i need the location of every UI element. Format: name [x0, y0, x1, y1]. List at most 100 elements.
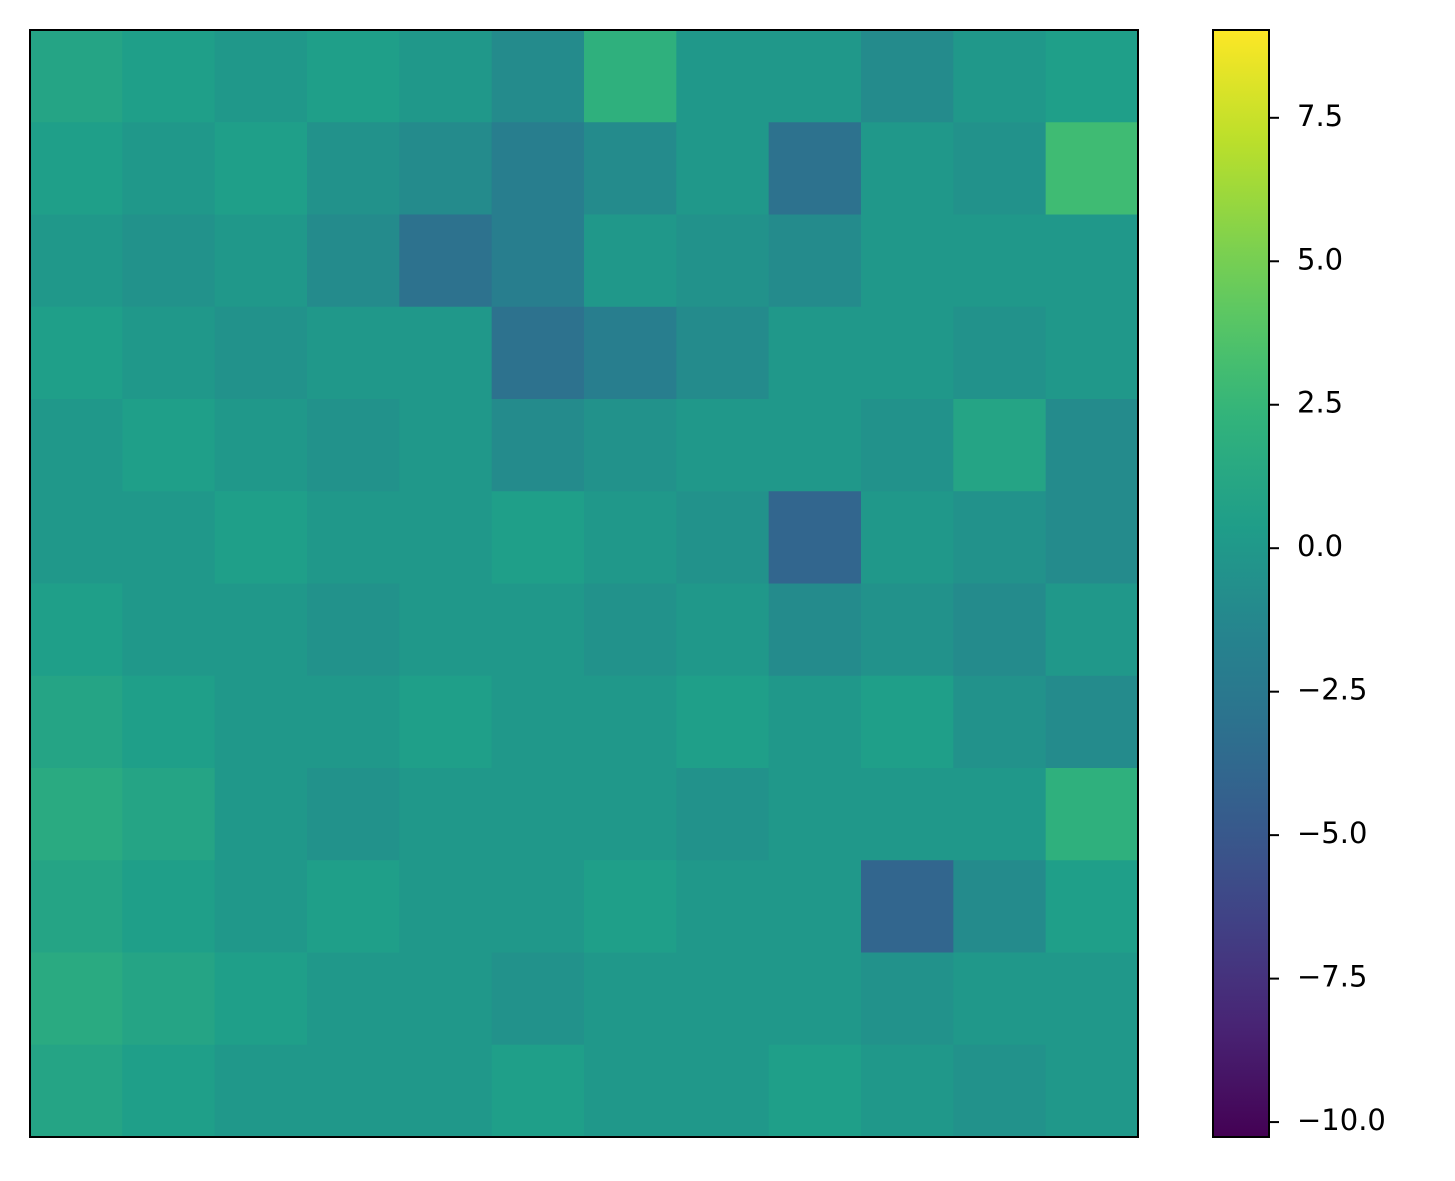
heatmap-cell: [676, 399, 770, 492]
heatmap-cell: [399, 399, 493, 492]
heatmap-cell: [307, 860, 400, 953]
heatmap-cell: [307, 1044, 400, 1138]
heatmap-cell: [1045, 491, 1139, 584]
heatmap-cell: [214, 860, 308, 953]
heatmap-cell: [399, 860, 493, 953]
heatmap-cell: [122, 214, 216, 308]
colorbar-tick-label: −2.5: [1297, 673, 1367, 707]
plot-frame: [29, 29, 1139, 1138]
heatmap-cell: [399, 1044, 493, 1138]
heatmap-cell: [676, 675, 770, 769]
heatmap-cell: [30, 583, 123, 677]
heatmap-cell: [768, 768, 862, 861]
heatmap-cell: [584, 30, 677, 123]
heatmap-cell: [861, 306, 954, 400]
heatmap-cell: [214, 306, 308, 400]
heatmap-cell: [584, 583, 677, 677]
heatmap-cell: [1045, 1044, 1139, 1138]
heatmap-cell: [30, 399, 123, 492]
heatmap-cell: [399, 30, 493, 123]
heatmap-cell: [399, 491, 493, 584]
heatmap-cell: [491, 583, 585, 677]
heatmap-cell: [30, 675, 123, 769]
heatmap-cell: [307, 768, 400, 861]
heatmap-cell: [214, 491, 308, 584]
heatmap-cell: [307, 491, 400, 584]
heatmap-cell: [584, 306, 677, 400]
heatmap-cell: [1045, 768, 1139, 861]
heatmap-cell: [122, 122, 216, 215]
heatmap-cell: [307, 122, 400, 215]
heatmap-cell: [122, 583, 216, 677]
heatmap-cell: [122, 860, 216, 953]
colorbar-tick-label: 0.0: [1297, 529, 1343, 563]
heatmap-cell: [30, 952, 123, 1046]
heatmap-cell: [214, 399, 308, 492]
heatmap-cell: [676, 860, 770, 953]
heatmap-cell: [861, 1044, 954, 1138]
heatmap: [30, 30, 1139, 1138]
heatmap-cell: [953, 491, 1047, 584]
heatmap-cell: [768, 122, 862, 215]
heatmap-cell: [676, 583, 770, 677]
heatmap-cell: [861, 399, 954, 492]
heatmap-cell: [768, 214, 862, 308]
heatmap-cell: [953, 122, 1047, 215]
heatmap-cell: [676, 1044, 770, 1138]
heatmap-cell: [1045, 399, 1139, 492]
heatmap-cell: [861, 583, 954, 677]
heatmap-cell: [214, 1044, 308, 1138]
heatmap-cell: [122, 675, 216, 769]
heatmap-cell: [122, 952, 216, 1046]
heatmap-cell: [214, 583, 308, 677]
heatmap-cell: [861, 30, 954, 123]
colorbar-tick-label: 2.5: [1297, 386, 1343, 420]
heatmap-cell: [1045, 122, 1139, 215]
heatmap-cell: [584, 122, 677, 215]
heatmap-cell: [953, 214, 1047, 308]
heatmap-cell: [584, 768, 677, 861]
heatmap-cell: [1045, 583, 1139, 677]
heatmap-cell: [768, 399, 862, 492]
heatmap-cell: [122, 399, 216, 492]
colorbar-tick-label: 7.5: [1297, 99, 1343, 133]
heatmap-cell: [399, 122, 493, 215]
heatmap-cell: [861, 860, 954, 953]
heatmap-cell: [953, 768, 1047, 861]
heatmap-cell: [1045, 952, 1139, 1046]
heatmap-cell: [399, 306, 493, 400]
heatmap-cell: [1045, 214, 1139, 308]
heatmap-cell: [214, 30, 308, 123]
heatmap-cell: [30, 768, 123, 861]
heatmap-cell: [214, 675, 308, 769]
heatmap-cell: [307, 583, 400, 677]
heatmap-cell: [676, 491, 770, 584]
heatmap-cell: [122, 306, 216, 400]
colorbar-tick-label: 5.0: [1297, 242, 1343, 276]
heatmap-cell: [676, 306, 770, 400]
heatmap-cell: [491, 675, 585, 769]
heatmap-cell: [676, 122, 770, 215]
heatmap-cell: [1045, 306, 1139, 400]
heatmap-cell: [491, 768, 585, 861]
heatmap-cell: [491, 306, 585, 400]
heatmap-cell: [861, 675, 954, 769]
heatmap-cell: [953, 860, 1047, 953]
heatmap-cell: [307, 214, 400, 308]
heatmap-cell: [30, 860, 123, 953]
heatmap-cell: [676, 768, 770, 861]
heatmap-cell: [953, 399, 1047, 492]
heatmap-cell: [953, 675, 1047, 769]
heatmap-cell: [214, 952, 308, 1046]
heatmap-cell: [768, 860, 862, 953]
heatmap-cell: [584, 491, 677, 584]
heatmap-cell: [30, 306, 123, 400]
heatmap-cell: [768, 30, 862, 123]
colorbar-tick-label: −7.5: [1297, 960, 1367, 994]
heatmap-cell: [307, 306, 400, 400]
heatmap-cell: [122, 491, 216, 584]
heatmap-cell: [491, 860, 585, 953]
heatmap-cell: [768, 952, 862, 1046]
heatmap-cell: [584, 214, 677, 308]
heatmap-cell: [30, 491, 123, 584]
